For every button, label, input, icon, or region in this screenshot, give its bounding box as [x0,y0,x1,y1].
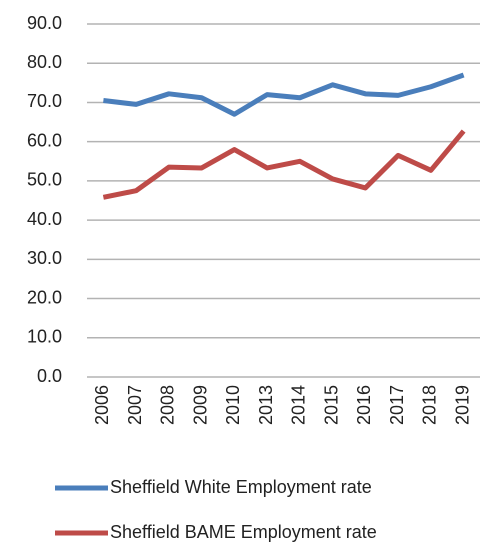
x-tick-label: 2013 [256,385,276,425]
y-tick-label: 20.0 [27,287,62,307]
x-tick-label: 2015 [321,385,341,425]
y-tick-label: 0.0 [37,366,62,386]
y-tick-label: 30.0 [27,248,62,268]
x-tick-label: 2018 [420,385,440,425]
legend-label: Sheffield BAME Employment rate [110,522,377,542]
x-tick-label: 2006 [92,385,112,425]
x-tick-label: 2007 [125,385,145,425]
y-tick-label: 50.0 [27,170,62,190]
y-tick-label: 60.0 [27,130,62,150]
y-tick-label: 70.0 [27,91,62,111]
series-line [103,72,465,117]
x-tick-label: 2008 [158,385,178,425]
series-line [102,129,466,200]
y-tick-label: 90.0 [27,13,62,33]
legend-label: Sheffield White Employment rate [110,477,372,497]
x-tick-label: 2017 [387,385,407,425]
y-tick-label: 40.0 [27,209,62,229]
y-tick-label: 10.0 [27,327,62,347]
y-tick-label: 80.0 [27,52,62,72]
x-tick-label: 2019 [452,385,472,425]
x-tick-label: 2014 [289,385,309,425]
x-tick-label: 2016 [354,385,374,425]
x-tick-label: 2010 [223,385,243,425]
x-tick-label: 2009 [190,385,210,425]
